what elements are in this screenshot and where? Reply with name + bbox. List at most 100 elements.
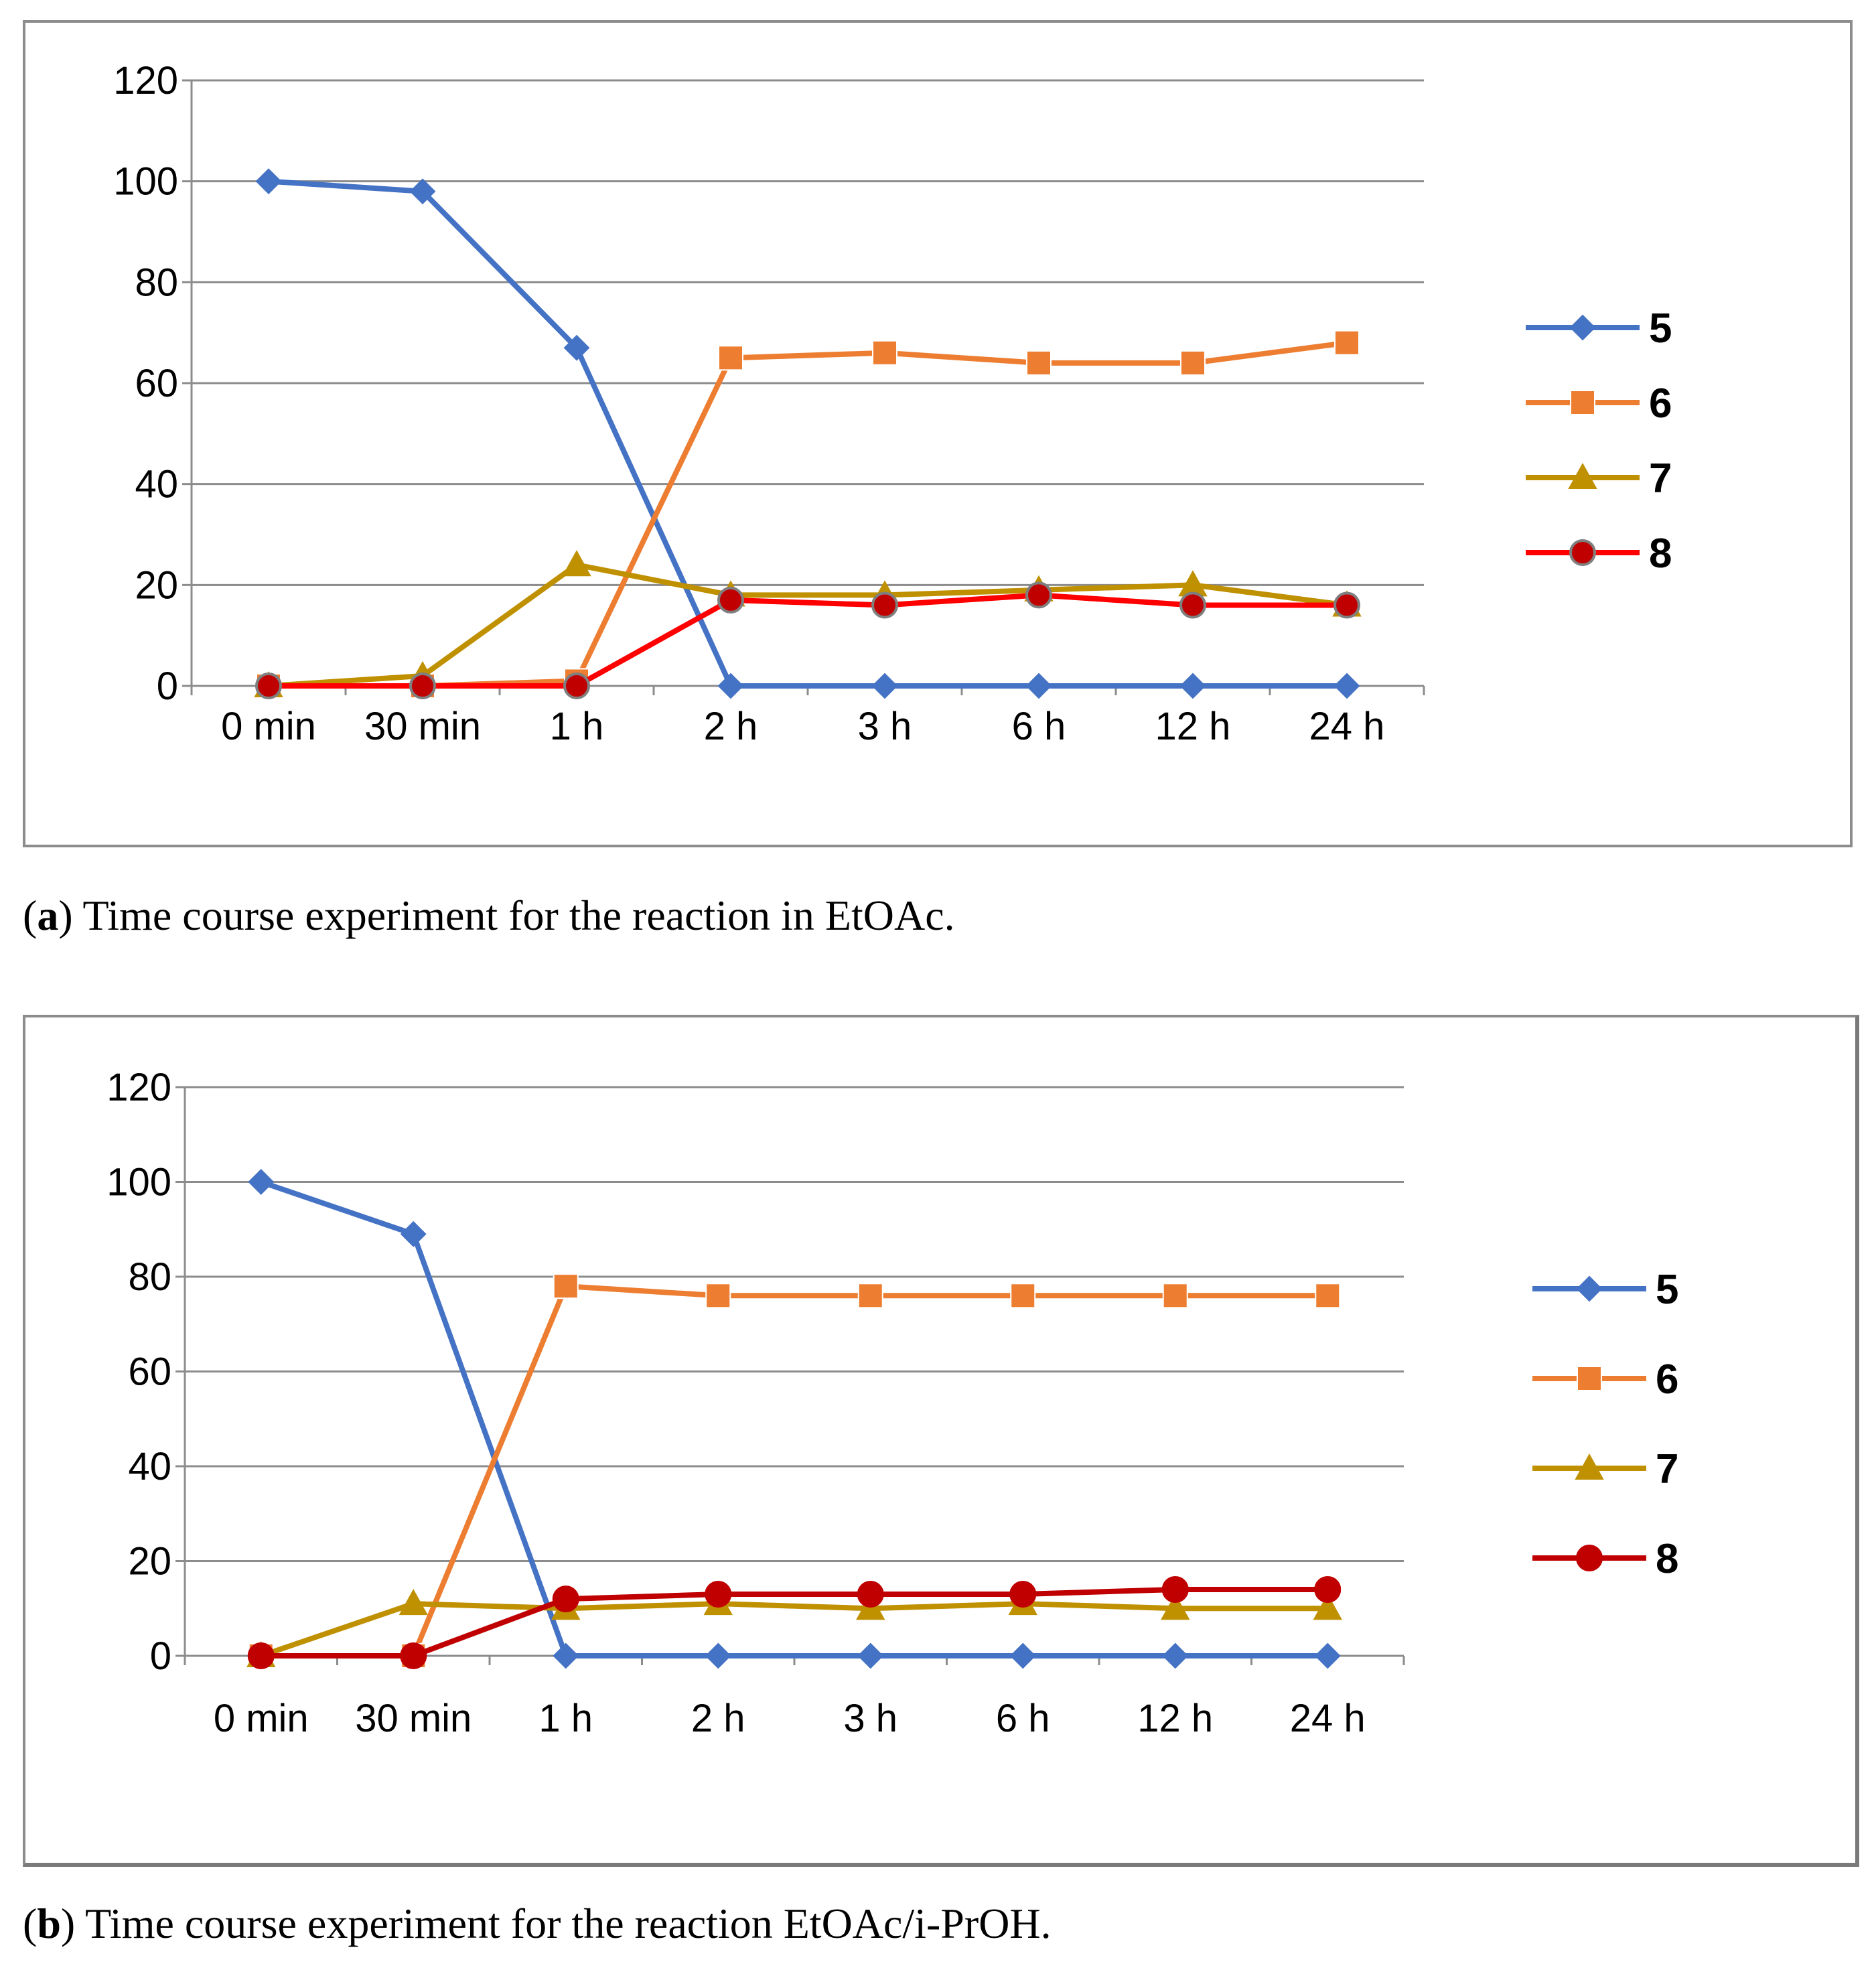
x-tick-label: 3 h (858, 705, 912, 748)
x-tick-label: 24 h (1309, 705, 1385, 748)
y-tick-label: 60 (135, 362, 178, 405)
legend-item-6: 6 (1526, 380, 1672, 427)
caption-b: (b) Time course experiment for the react… (23, 1900, 1052, 1947)
data-point-7 (1161, 1594, 1190, 1620)
y-tick-label: 60 (128, 1350, 171, 1394)
legend-marker-6 (1577, 1366, 1602, 1391)
data-point-5 (255, 168, 282, 195)
data-point-6 (872, 340, 897, 366)
x-tick-label: 0 min (214, 1697, 309, 1740)
series-5-b (248, 1169, 1341, 1669)
x-tick-label: 12 h (1137, 1697, 1213, 1740)
data-point-5 (1025, 673, 1052, 699)
data-point-5 (1333, 673, 1360, 699)
y-tick-label: 40 (128, 1445, 171, 1488)
caption-b-label: b (37, 1900, 61, 1947)
series-line-7 (268, 562, 1348, 689)
data-point-6 (1334, 330, 1360, 356)
data-point-6 (1180, 350, 1206, 376)
legend-marker-5 (1576, 1275, 1603, 1302)
legend-item-6: 6 (1532, 1356, 1678, 1403)
data-point-6 (718, 345, 743, 371)
legend-item-7: 7 (1532, 1446, 1678, 1492)
y-tick-label: 120 (106, 1066, 171, 1109)
y-tick-label: 0 (157, 664, 178, 708)
x-tick-label: 30 min (355, 1697, 472, 1740)
series-line-5 (260, 1179, 1328, 1659)
legend-label-8: 8 (1649, 531, 1672, 577)
data-point-8 (1025, 581, 1052, 609)
series-5-a (255, 168, 1360, 699)
data-point-7 (562, 550, 591, 577)
legend-item-8: 8 (1532, 1536, 1678, 1582)
data-point-8 (705, 1581, 732, 1608)
data-point-6 (705, 1283, 731, 1309)
y-tick-label: 100 (106, 1161, 171, 1204)
legend-label-5: 5 (1649, 305, 1672, 352)
caption-b-text: Time course experiment for the reaction … (75, 1900, 1052, 1947)
x-tick-label: 2 h (704, 705, 758, 748)
legend-marker-8 (1576, 1545, 1603, 1571)
data-point-5 (1314, 1642, 1341, 1669)
series-line-7 (260, 1601, 1328, 1659)
legend-label-8: 8 (1656, 1536, 1678, 1582)
y-tick-label: 20 (135, 563, 178, 607)
series-line-8 (269, 592, 1347, 689)
data-point-8 (871, 591, 898, 619)
x-tick-label: 6 h (996, 1697, 1050, 1740)
legend-label-6: 6 (1656, 1356, 1678, 1403)
series-line-5 (268, 178, 1347, 689)
legend-marker-5 (1569, 314, 1596, 341)
series-8-b (247, 1575, 1342, 1669)
data-point-8 (1179, 591, 1206, 619)
y-tick-label: 120 (113, 59, 178, 102)
data-point-5 (1179, 673, 1206, 699)
data-point-6 (1315, 1283, 1341, 1309)
data-point-5 (553, 1642, 579, 1669)
data-point-7 (1313, 1594, 1342, 1620)
caption-a-text: Time course experiment for the reaction … (72, 892, 955, 939)
data-point-8 (1009, 1581, 1037, 1608)
legend-label-5: 5 (1656, 1267, 1678, 1313)
legend-item-8: 8 (1526, 531, 1672, 577)
series-line-6 (269, 340, 1348, 689)
x-tick-label: 0 min (221, 705, 316, 748)
legend-item-7: 7 (1526, 455, 1672, 502)
data-point-8 (409, 673, 436, 699)
y-tick-label: 100 (113, 160, 178, 204)
data-point-6 (1026, 350, 1052, 376)
data-point-6 (1010, 1283, 1036, 1309)
data-point-7 (399, 1589, 428, 1616)
legend-label-6: 6 (1649, 380, 1672, 427)
data-point-5 (400, 1220, 427, 1247)
data-point-6 (1162, 1283, 1188, 1309)
legend-marker-6 (1570, 390, 1595, 415)
caption-a-label: a (37, 892, 59, 939)
legend-b: 5 6 7 8 (1532, 1267, 1678, 1582)
data-point-5 (717, 673, 744, 699)
y-tick-label: 20 (128, 1540, 171, 1583)
chart-a-frame: 0 20 40 60 80 100 120 0 min 30 min 1 h 2 h 3 h 6 h 12… (23, 20, 1853, 847)
series-8-a (255, 581, 1360, 699)
data-point-8 (1161, 1575, 1189, 1603)
x-tick-label: 6 h (1012, 705, 1066, 748)
data-point-6 (857, 1283, 883, 1309)
legend-label-7: 7 (1649, 455, 1672, 502)
data-point-8 (563, 673, 590, 699)
data-point-8 (247, 1642, 275, 1669)
chart-b-frame: 0 20 40 60 80 100 120 0 min 30 min 1 h 2 h 3 h 6 h 12… (23, 1015, 1859, 1867)
data-point-8 (1333, 591, 1360, 619)
data-point-8 (552, 1585, 579, 1613)
series-line-6 (261, 1283, 1328, 1659)
gridlines-a: 0 20 40 60 80 100 120 (113, 59, 1424, 708)
data-point-8 (717, 586, 744, 614)
data-point-6 (553, 1273, 579, 1299)
data-point-5 (563, 334, 590, 361)
data-point-5 (248, 1169, 275, 1195)
legend-item-5: 5 (1532, 1267, 1678, 1313)
x-tick-label: 2 h (691, 1697, 745, 1740)
legend-marker-8 (1569, 539, 1596, 566)
x-tick-label: 24 h (1290, 1697, 1366, 1740)
series-line-8 (261, 1586, 1328, 1659)
x-tick-label: 3 h (843, 1697, 897, 1740)
